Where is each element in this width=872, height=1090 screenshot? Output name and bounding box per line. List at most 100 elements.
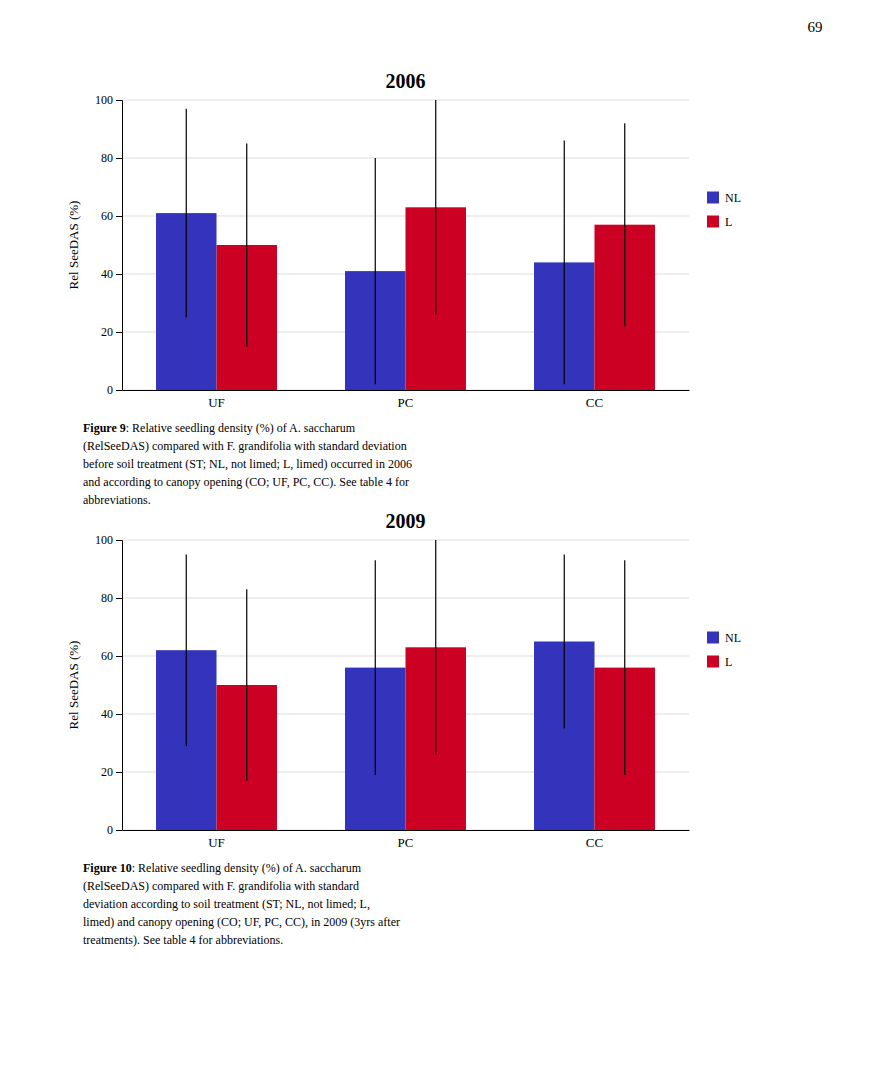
error-bar <box>246 144 247 347</box>
error-bar <box>435 540 436 755</box>
y-tick-label: 60 <box>101 649 113 663</box>
y-tick-label: 20 <box>101 325 113 339</box>
y-tick: 80 <box>101 591 122 605</box>
legend-swatch <box>707 192 719 204</box>
x-axis: UF PC CC <box>123 830 690 850</box>
legend-swatch <box>707 656 719 668</box>
x-tick-label: UF <box>208 395 225 410</box>
legend: NL L <box>707 631 741 669</box>
y-tick-mark <box>116 216 122 217</box>
error-bar <box>624 560 625 775</box>
y-tick-label: 100 <box>95 533 113 547</box>
y-tick-mark <box>116 656 122 657</box>
x-tick: PC <box>398 390 414 410</box>
x-tick: UF <box>208 830 225 850</box>
legend-label: NL <box>725 631 741 645</box>
x-axis-line <box>123 830 690 831</box>
grid <box>122 540 689 830</box>
legend-item: NL <box>707 191 741 205</box>
legend-item: L <box>707 215 732 229</box>
y-tick-label: 0 <box>107 823 113 837</box>
chart-title: 2009 <box>386 510 426 532</box>
legend-label: L <box>725 215 732 229</box>
y-tick-mark <box>116 274 122 275</box>
y-tick: 20 <box>101 325 122 339</box>
y-tick-mark <box>116 332 122 333</box>
y-axis-title: Rel SeeDAS (%) <box>66 641 81 730</box>
y-tick-mark <box>116 100 122 101</box>
y-tick-label: 80 <box>101 151 113 165</box>
error-bar <box>186 555 187 746</box>
y-tick-mark <box>116 772 122 773</box>
error-bar <box>624 123 625 326</box>
marks <box>156 540 655 830</box>
x-axis-line <box>123 390 690 391</box>
x-tick: CC <box>586 390 603 410</box>
x-tick: UF <box>208 390 225 410</box>
y-tick: 60 <box>101 209 122 223</box>
y-axis-line <box>116 541 123 831</box>
legend-label: NL <box>725 191 741 205</box>
y-tick: 60 <box>101 649 122 663</box>
grid-line <box>122 598 689 599</box>
marks <box>156 100 655 390</box>
series <box>156 555 594 831</box>
x-tick-label: PC <box>398 835 414 850</box>
y-tick: 20 <box>101 765 122 779</box>
y-tick-label: 20 <box>101 765 113 779</box>
legend-swatch <box>707 632 719 644</box>
grid-line <box>122 540 689 541</box>
caption-line: abbreviations. <box>83 493 151 507</box>
y-tick: 0 <box>107 823 122 837</box>
legend-swatch <box>707 216 719 228</box>
x-tick-label: CC <box>586 395 603 410</box>
series <box>156 109 594 390</box>
caption-line: limed) and canopy opening (CO; UF, PC, C… <box>83 915 400 929</box>
caption-line: (RelSeeDAS) compared with F. grandifolia… <box>83 439 407 453</box>
page-number: 69 <box>808 19 823 35</box>
caption-line: and according to canopy opening (CO; UF,… <box>83 475 409 489</box>
y-axis-title: Rel SeeDAS (%) <box>66 201 81 290</box>
y-tick-mark <box>116 158 122 159</box>
error-bar <box>564 141 565 385</box>
legend-item: L <box>707 655 732 669</box>
y-tick-mark <box>116 540 122 541</box>
grid-line <box>122 100 689 101</box>
y-tick: 100 <box>95 533 122 547</box>
caption-line: (RelSeeDAS) compared with F. grandifolia… <box>83 879 359 893</box>
series <box>217 540 655 830</box>
plot-area <box>156 100 655 390</box>
chart-page: 69020406080100UFPCCC2006Rel SeeDAS (%)NL… <box>0 0 872 1090</box>
grid-line <box>122 158 689 159</box>
chart: 0 20 40 60 80 100 UF PC CC 2009 Rel SeeDAS (%) NL L <box>66 510 741 850</box>
y-tick: 40 <box>101 707 122 721</box>
legend-label: L <box>725 655 732 669</box>
y-tick-label: 60 <box>101 209 113 223</box>
y-tick-label: 40 <box>101 707 113 721</box>
y-axis: 0 20 40 60 80 100 <box>95 93 123 397</box>
caption-line: treatments). See table 4 for abbreviatio… <box>83 933 283 947</box>
error-bar <box>375 158 376 384</box>
x-tick-label: UF <box>208 835 225 850</box>
y-tick-mark <box>116 714 122 715</box>
x-tick-label: PC <box>398 395 414 410</box>
x-axis: UF PC CC <box>123 390 690 410</box>
y-tick-mark <box>116 390 122 391</box>
x-tick: CC <box>586 830 603 850</box>
error-bar <box>246 589 247 780</box>
y-tick: 100 <box>95 93 122 107</box>
error-bar <box>435 100 436 315</box>
y-tick: 80 <box>101 151 122 165</box>
caption-line: Figure 10: Relative seedling density (%)… <box>83 861 362 875</box>
y-tick-mark <box>116 598 122 599</box>
y-tick: 40 <box>101 267 122 281</box>
legend: NL L <box>707 191 741 229</box>
y-tick-label: 0 <box>107 383 113 397</box>
caption-line: Figure 9: Relative seedling density (%) … <box>83 421 356 435</box>
y-tick-label: 80 <box>101 591 113 605</box>
plot-area <box>156 540 655 830</box>
y-axis: 0 20 40 60 80 100 <box>95 533 123 837</box>
y-tick-label: 40 <box>101 267 113 281</box>
grid <box>122 100 689 390</box>
y-tick: 0 <box>107 383 122 397</box>
